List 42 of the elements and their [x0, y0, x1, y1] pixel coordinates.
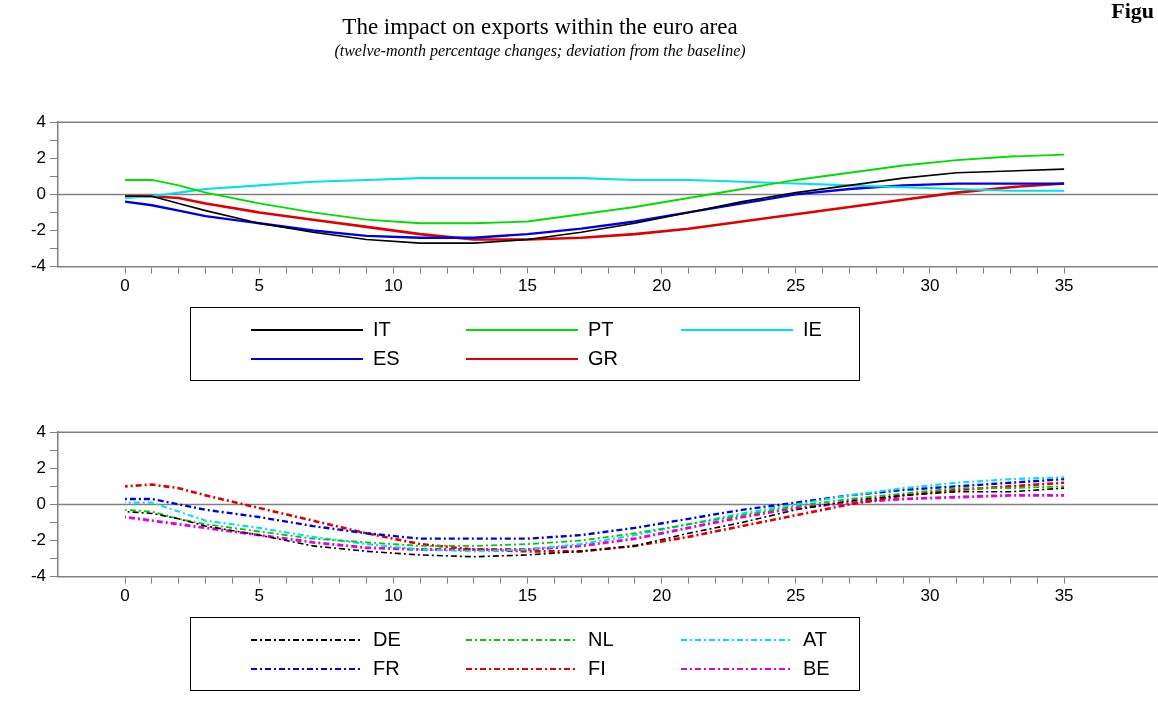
x-tick-label: 10 — [383, 276, 403, 296]
x-tick-label: 10 — [383, 586, 403, 606]
x-tick-label: 30 — [920, 276, 940, 296]
y-tick-label: 0 — [36, 184, 46, 204]
chart-title: The impact on exports within the euro area — [341, 14, 739, 40]
legend-label: FI — [588, 657, 606, 680]
legend-label: GR — [588, 347, 618, 370]
chart-subtitle: (twelve-month percentage changes; deviation from the baseline) — [333, 42, 747, 60]
y-tick-label: -4 — [30, 566, 46, 586]
y-tick-label: 0 — [36, 494, 46, 514]
x-tick-label: 15 — [518, 586, 537, 606]
x-tick-label: 15 — [518, 276, 537, 296]
legend-label: BE — [803, 657, 830, 680]
legend-label: NL — [588, 628, 614, 651]
legend-label: IE — [803, 318, 822, 341]
y-tick-label: 2 — [36, 457, 46, 477]
x-tick-label: 35 — [1054, 276, 1074, 296]
y-tick-label: -2 — [30, 220, 46, 240]
x-tick-label: 20 — [652, 586, 672, 606]
line-series — [123, 493, 1066, 551]
x-tick-label: 5 — [254, 586, 264, 606]
y-tick-label: 4 — [36, 111, 46, 131]
legend-label: ES — [373, 347, 400, 370]
y-tick-label: 2 — [36, 147, 46, 167]
legend-label: PT — [588, 318, 614, 341]
y-tick-label: -2 — [30, 530, 46, 550]
x-tick-label: 35 — [1054, 586, 1074, 606]
legend-label: IT — [373, 318, 391, 341]
x-tick-label: 5 — [254, 276, 264, 296]
x-tick-label: 25 — [786, 276, 806, 296]
legend-label: AT — [803, 628, 828, 651]
y-tick-label: -4 — [30, 256, 46, 276]
x-tick-label: 25 — [786, 586, 806, 606]
x-tick-label: 0 — [120, 586, 130, 606]
x-tick-label: 0 — [120, 276, 130, 296]
y-tick-label: 4 — [36, 421, 46, 441]
legend-label: DE — [373, 628, 401, 651]
text: Figu — [1111, 0, 1154, 24]
x-tick-label: 30 — [920, 586, 940, 606]
legend-label: FR — [373, 657, 400, 680]
x-tick-label: 20 — [652, 276, 672, 296]
line-series — [123, 477, 1066, 540]
